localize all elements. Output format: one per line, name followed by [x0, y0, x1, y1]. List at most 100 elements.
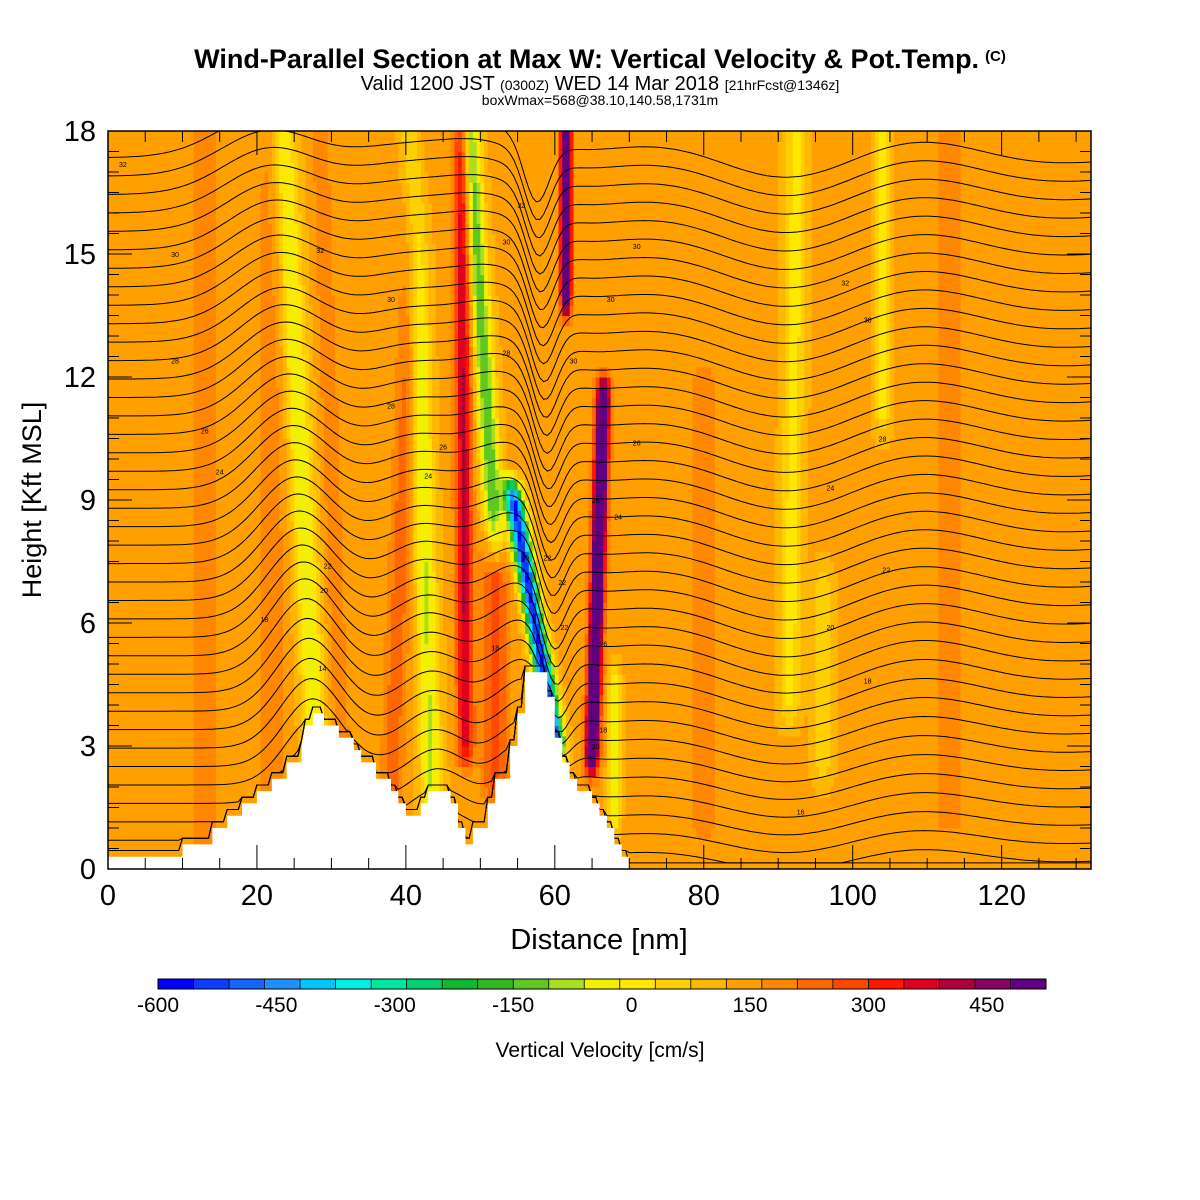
w-cell — [242, 633, 247, 645]
w-cell — [283, 500, 288, 511]
w-cell — [242, 797, 247, 809]
w-cell — [320, 161, 325, 173]
w-cell — [245, 561, 251, 573]
w-cell — [301, 243, 306, 255]
w-cell — [294, 346, 299, 358]
w-cell — [234, 715, 239, 727]
w-cell — [268, 479, 273, 491]
w-cell — [145, 151, 150, 163]
w-cell — [297, 623, 303, 634]
w-cell — [160, 141, 165, 153]
w-cell — [249, 797, 254, 809]
w-cell — [219, 776, 225, 788]
w-cell — [245, 725, 251, 737]
w-cell — [331, 254, 336, 265]
w-cell — [268, 315, 273, 327]
w-cell — [238, 807, 243, 819]
w-cell — [264, 489, 269, 501]
w-cell — [215, 233, 221, 245]
w-cell — [361, 377, 366, 388]
w-cell — [130, 541, 135, 552]
w-cell — [361, 213, 366, 224]
w-cell — [260, 664, 265, 675]
w-cell — [115, 325, 120, 337]
w-cell — [294, 520, 299, 532]
w-cell — [122, 684, 128, 696]
w-cell — [171, 489, 176, 501]
w-cell — [271, 756, 277, 768]
w-cell — [297, 479, 303, 491]
w-cell — [130, 500, 135, 511]
w-cell — [279, 151, 284, 163]
w-cell — [338, 469, 344, 481]
w-cell — [271, 397, 277, 409]
w-cell — [215, 797, 221, 809]
w-cell — [111, 530, 117, 542]
w-cell — [122, 438, 128, 450]
w-cell — [145, 172, 150, 183]
w-cell — [234, 500, 239, 511]
w-cell — [119, 387, 124, 399]
w-cell — [256, 674, 262, 686]
w-cell — [279, 172, 284, 183]
w-cell — [197, 746, 202, 757]
w-cell — [234, 366, 239, 378]
w-cell — [201, 520, 206, 532]
w-cell — [141, 694, 146, 706]
w-cell — [115, 674, 120, 686]
w-cell — [156, 674, 161, 686]
w-cell — [115, 817, 120, 829]
w-cell — [108, 223, 113, 235]
w-cell — [275, 684, 280, 696]
w-cell — [145, 346, 150, 358]
w-cell — [227, 735, 232, 747]
w-cell — [208, 438, 213, 450]
w-cell — [294, 151, 299, 163]
w-cell — [264, 151, 269, 163]
w-cell — [148, 500, 154, 511]
w-cell — [294, 295, 299, 306]
w-cell — [178, 264, 184, 276]
w-cell — [148, 274, 154, 286]
w-cell — [141, 233, 146, 245]
w-cell — [353, 243, 359, 255]
w-cell — [230, 479, 236, 491]
w-cell — [178, 192, 184, 204]
w-cell — [338, 141, 344, 153]
w-cell — [186, 828, 191, 839]
w-cell — [227, 243, 232, 255]
w-cell — [227, 182, 232, 194]
w-cell — [189, 561, 195, 573]
w-cell — [215, 633, 221, 645]
w-cell — [178, 643, 184, 655]
w-cell — [134, 828, 139, 839]
w-cell — [260, 746, 265, 757]
w-cell — [208, 233, 213, 245]
w-cell — [271, 243, 277, 255]
w-cell — [327, 141, 333, 153]
w-cell — [182, 746, 187, 757]
w-cell — [256, 643, 262, 655]
w-cell — [156, 438, 161, 450]
w-cell — [271, 182, 277, 194]
w-cell — [245, 459, 251, 470]
w-cell — [141, 459, 146, 470]
w-cell — [361, 633, 366, 645]
w-cell — [134, 407, 139, 419]
w-cell — [160, 633, 165, 645]
w-cell — [122, 735, 128, 747]
w-cell — [238, 213, 243, 224]
w-cell — [156, 387, 161, 399]
w-cell — [256, 366, 262, 378]
w-cell — [320, 284, 325, 296]
w-cell — [268, 633, 273, 645]
w-cell — [137, 182, 143, 194]
w-cell — [145, 817, 150, 829]
w-cell — [148, 838, 154, 850]
w-cell — [350, 223, 355, 235]
w-cell — [152, 500, 157, 511]
w-cell — [208, 582, 213, 593]
w-cell — [230, 151, 236, 163]
w-cell — [253, 448, 258, 460]
w-cell — [327, 254, 333, 265]
